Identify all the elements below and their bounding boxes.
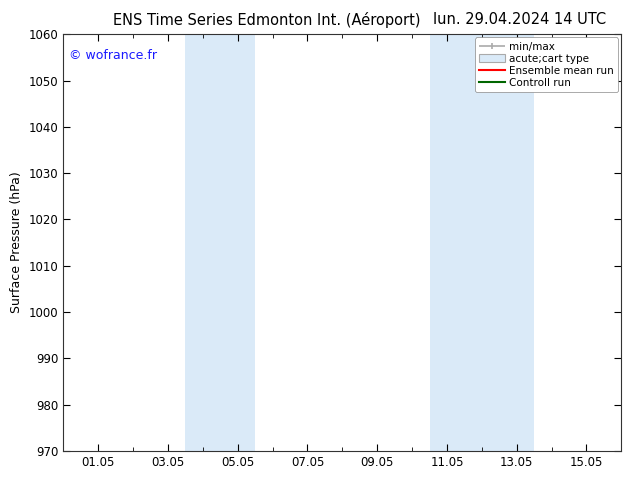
Text: ENS Time Series Edmonton Int. (Aéroport): ENS Time Series Edmonton Int. (Aéroport) [112,12,420,28]
Legend: min/max, acute;cart type, Ensemble mean run, Controll run: min/max, acute;cart type, Ensemble mean … [475,37,618,92]
Y-axis label: Surface Pressure (hPa): Surface Pressure (hPa) [10,172,23,314]
Text: lun. 29.04.2024 14 UTC: lun. 29.04.2024 14 UTC [433,12,607,27]
Bar [185,34,255,451]
Text: © wofrance.fr: © wofrance.fr [69,49,157,62]
Bar [429,34,534,451]
